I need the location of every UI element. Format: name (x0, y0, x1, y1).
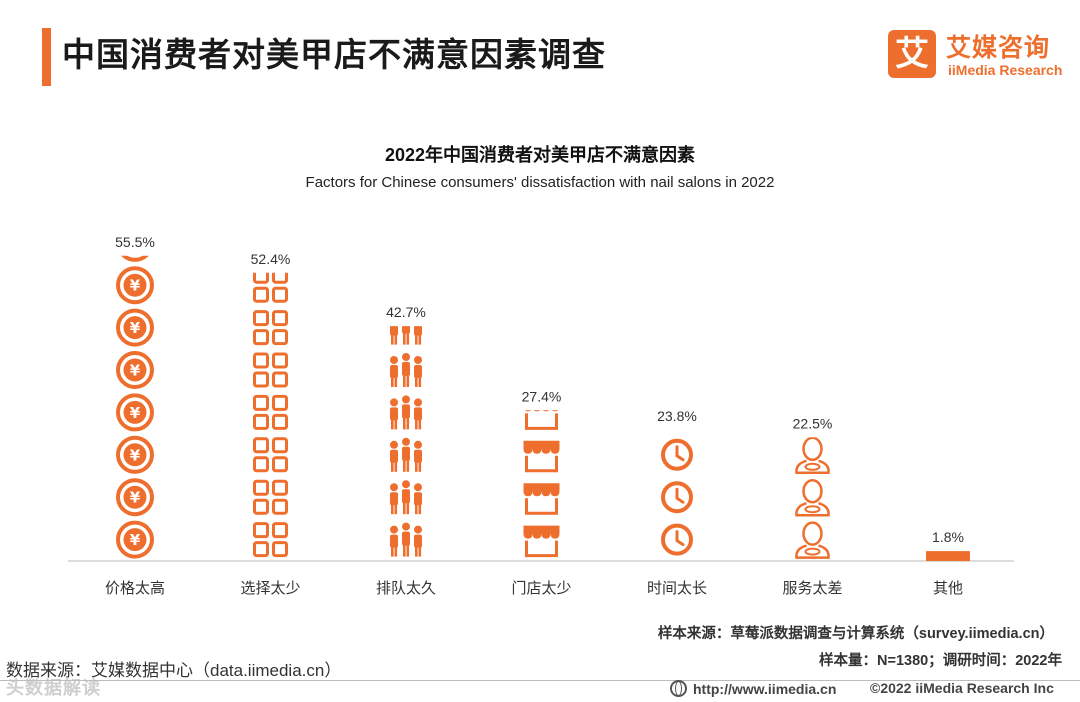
people-queue-icon (390, 480, 422, 515)
grid-squares-icon (253, 437, 288, 473)
grid-squares-icon (253, 310, 288, 346)
value-label: 27.4% (522, 388, 562, 404)
data-source: 数据来源：艾媒数据中心（data.iimedia.cn） (6, 661, 342, 680)
value-label: 23.8% (657, 408, 697, 424)
footer-copyright: ©2022 iiMedia Research Inc (870, 680, 1054, 696)
bar-3 (522, 410, 561, 558)
people-queue-icon (390, 437, 422, 472)
globe-icon (670, 680, 687, 697)
grid-squares-icon (253, 522, 288, 558)
footer-divider (0, 680, 1080, 681)
footer-url-text: http://www.iimedia.cn (693, 681, 837, 697)
sample-size: 样本量：N=1380；调研时间：2022年 (819, 653, 1062, 669)
logo-chinese-name: 艾媒咨询 (946, 34, 1051, 62)
grid-squares-icon (253, 394, 288, 430)
yuan-coin-icon (116, 266, 154, 305)
footer-website-link[interactable]: http://www.iimedia.cn (670, 680, 836, 697)
grid-squares-icon (253, 352, 288, 388)
bar-1 (253, 272, 288, 558)
value-label: 22.5% (793, 415, 833, 431)
bar-5 (795, 437, 830, 559)
category-label: 价格太高 (105, 579, 165, 597)
bar-2 (390, 326, 422, 557)
person-bust-icon (795, 437, 830, 475)
chart-title: 2022年中国消费者对美甲店不满意因素 (384, 145, 696, 165)
brand-logo: 艾 艾媒咨询 iiMedia Research (888, 30, 1068, 82)
value-label: 55.5% (115, 234, 155, 250)
clock-icon (661, 481, 693, 514)
yuan-coin-icon (116, 520, 154, 559)
category-label: 选择太少 (240, 579, 300, 597)
sample-source: 样本来源：草莓派数据调查与计算系统（survey.iimedia.cn） (657, 626, 1054, 642)
clock-icon (661, 523, 693, 556)
grid-squares-icon (253, 272, 288, 303)
category-label: 排队太久 (376, 579, 436, 597)
logo-english-name: iiMedia Research (948, 62, 1063, 78)
people-queue-icon (390, 522, 422, 557)
category-label: 门店太少 (511, 579, 571, 597)
value-label: 1.8% (932, 529, 964, 545)
clock-icon (661, 438, 693, 471)
chart-subtitle: Factors for Chinese consumers' dissatisf… (305, 174, 775, 191)
category-label: 其他 (933, 579, 963, 597)
value-label: 42.7% (386, 304, 426, 320)
logo-mark-icon: 艾 (888, 30, 936, 78)
yuan-coin-icon (116, 435, 154, 474)
yuan-coin-icon (116, 393, 154, 432)
storefront-icon (522, 439, 561, 473)
title-accent-bar (42, 28, 51, 86)
bar-0 (116, 255, 154, 559)
yuan-coin-icon (116, 351, 154, 389)
page-title: 中国消费者对美甲店不满意因素调查 (62, 36, 606, 73)
person-bust-icon (795, 478, 830, 517)
bar-6 (926, 551, 970, 561)
watermark: 头数据解读 (6, 678, 101, 698)
person-bust-icon (795, 521, 830, 559)
yuan-coin-icon (116, 308, 154, 347)
grid-squares-icon (253, 479, 288, 515)
yuan-coin-icon (116, 478, 154, 517)
people-queue-icon (390, 353, 422, 387)
labels-layer: 55.5% 价格太高 52.4% 选择太少 42.7% 排队太久 27.4% 门店太少 23.8… (105, 234, 964, 597)
category-label: 服务太差 (782, 579, 842, 597)
storefront-icon (522, 481, 561, 515)
people-queue-icon (390, 395, 422, 430)
category-label: 时间太长 (647, 579, 707, 597)
bars-layer (116, 255, 970, 561)
value-label: 52.4% (251, 251, 291, 267)
storefront-icon (522, 524, 561, 558)
